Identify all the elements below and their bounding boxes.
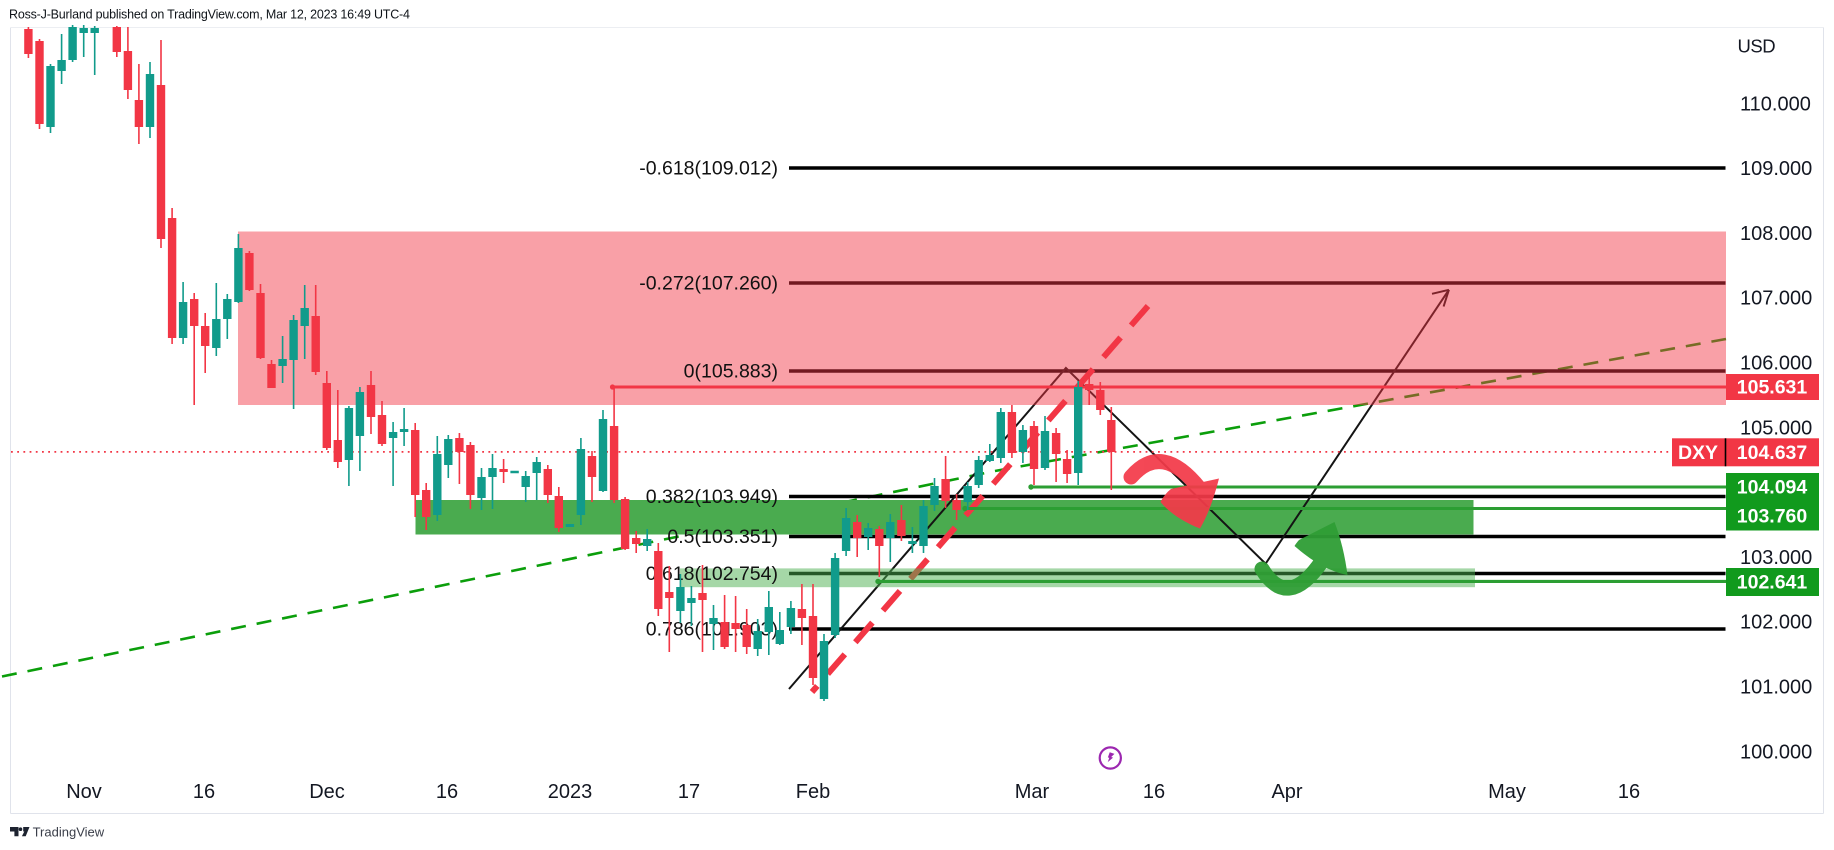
svg-text:107.000: 107.000 — [1740, 288, 1812, 310]
svg-text:TradingView: TradingView — [33, 825, 105, 840]
svg-text:103.760: 103.760 — [1737, 506, 1808, 528]
svg-text:100.000: 100.000 — [1740, 741, 1812, 763]
svg-text:0.382(103.949): 0.382(103.949) — [646, 486, 778, 508]
svg-text:Ross-J-Burland published on Tr: Ross-J-Burland published on TradingView.… — [9, 8, 410, 22]
svg-text:104.637: 104.637 — [1737, 442, 1808, 464]
svg-text:16: 16 — [1143, 781, 1165, 803]
svg-text:-0.272(107.260): -0.272(107.260) — [639, 273, 778, 295]
svg-text:110.000: 110.000 — [1740, 93, 1811, 115]
svg-text:106.000: 106.000 — [1740, 353, 1812, 375]
svg-text:105.631: 105.631 — [1737, 377, 1808, 399]
svg-text:16: 16 — [193, 781, 215, 803]
svg-text:USD: USD — [1738, 36, 1776, 57]
svg-text:0.618(102.754): 0.618(102.754) — [646, 563, 778, 585]
svg-text:-0.618(109.012): -0.618(109.012) — [639, 158, 778, 180]
svg-text:DXY: DXY — [1678, 442, 1718, 464]
svg-text:Mar: Mar — [1015, 781, 1050, 803]
svg-text:Apr: Apr — [1271, 781, 1302, 803]
svg-text:0.5(103.351): 0.5(103.351) — [667, 526, 778, 548]
svg-text:Feb: Feb — [796, 781, 830, 803]
svg-text:105.000: 105.000 — [1740, 417, 1812, 439]
svg-text:101.000: 101.000 — [1740, 677, 1812, 699]
svg-text:16: 16 — [1618, 781, 1640, 803]
svg-text:108.000: 108.000 — [1740, 223, 1812, 245]
svg-text:104.094: 104.094 — [1737, 477, 1808, 499]
svg-text:16: 16 — [436, 781, 458, 803]
svg-text:109.000: 109.000 — [1740, 158, 1812, 180]
svg-text:Nov: Nov — [66, 781, 102, 803]
svg-text:102.641: 102.641 — [1737, 572, 1808, 594]
svg-text:Dec: Dec — [309, 781, 345, 803]
svg-text:103.000: 103.000 — [1740, 547, 1812, 569]
svg-text:102.000: 102.000 — [1740, 612, 1812, 634]
svg-text:0(105.883): 0(105.883) — [684, 361, 778, 383]
svg-text:2023: 2023 — [548, 781, 593, 803]
svg-text:May: May — [1488, 781, 1526, 803]
svg-text:17: 17 — [678, 781, 700, 803]
